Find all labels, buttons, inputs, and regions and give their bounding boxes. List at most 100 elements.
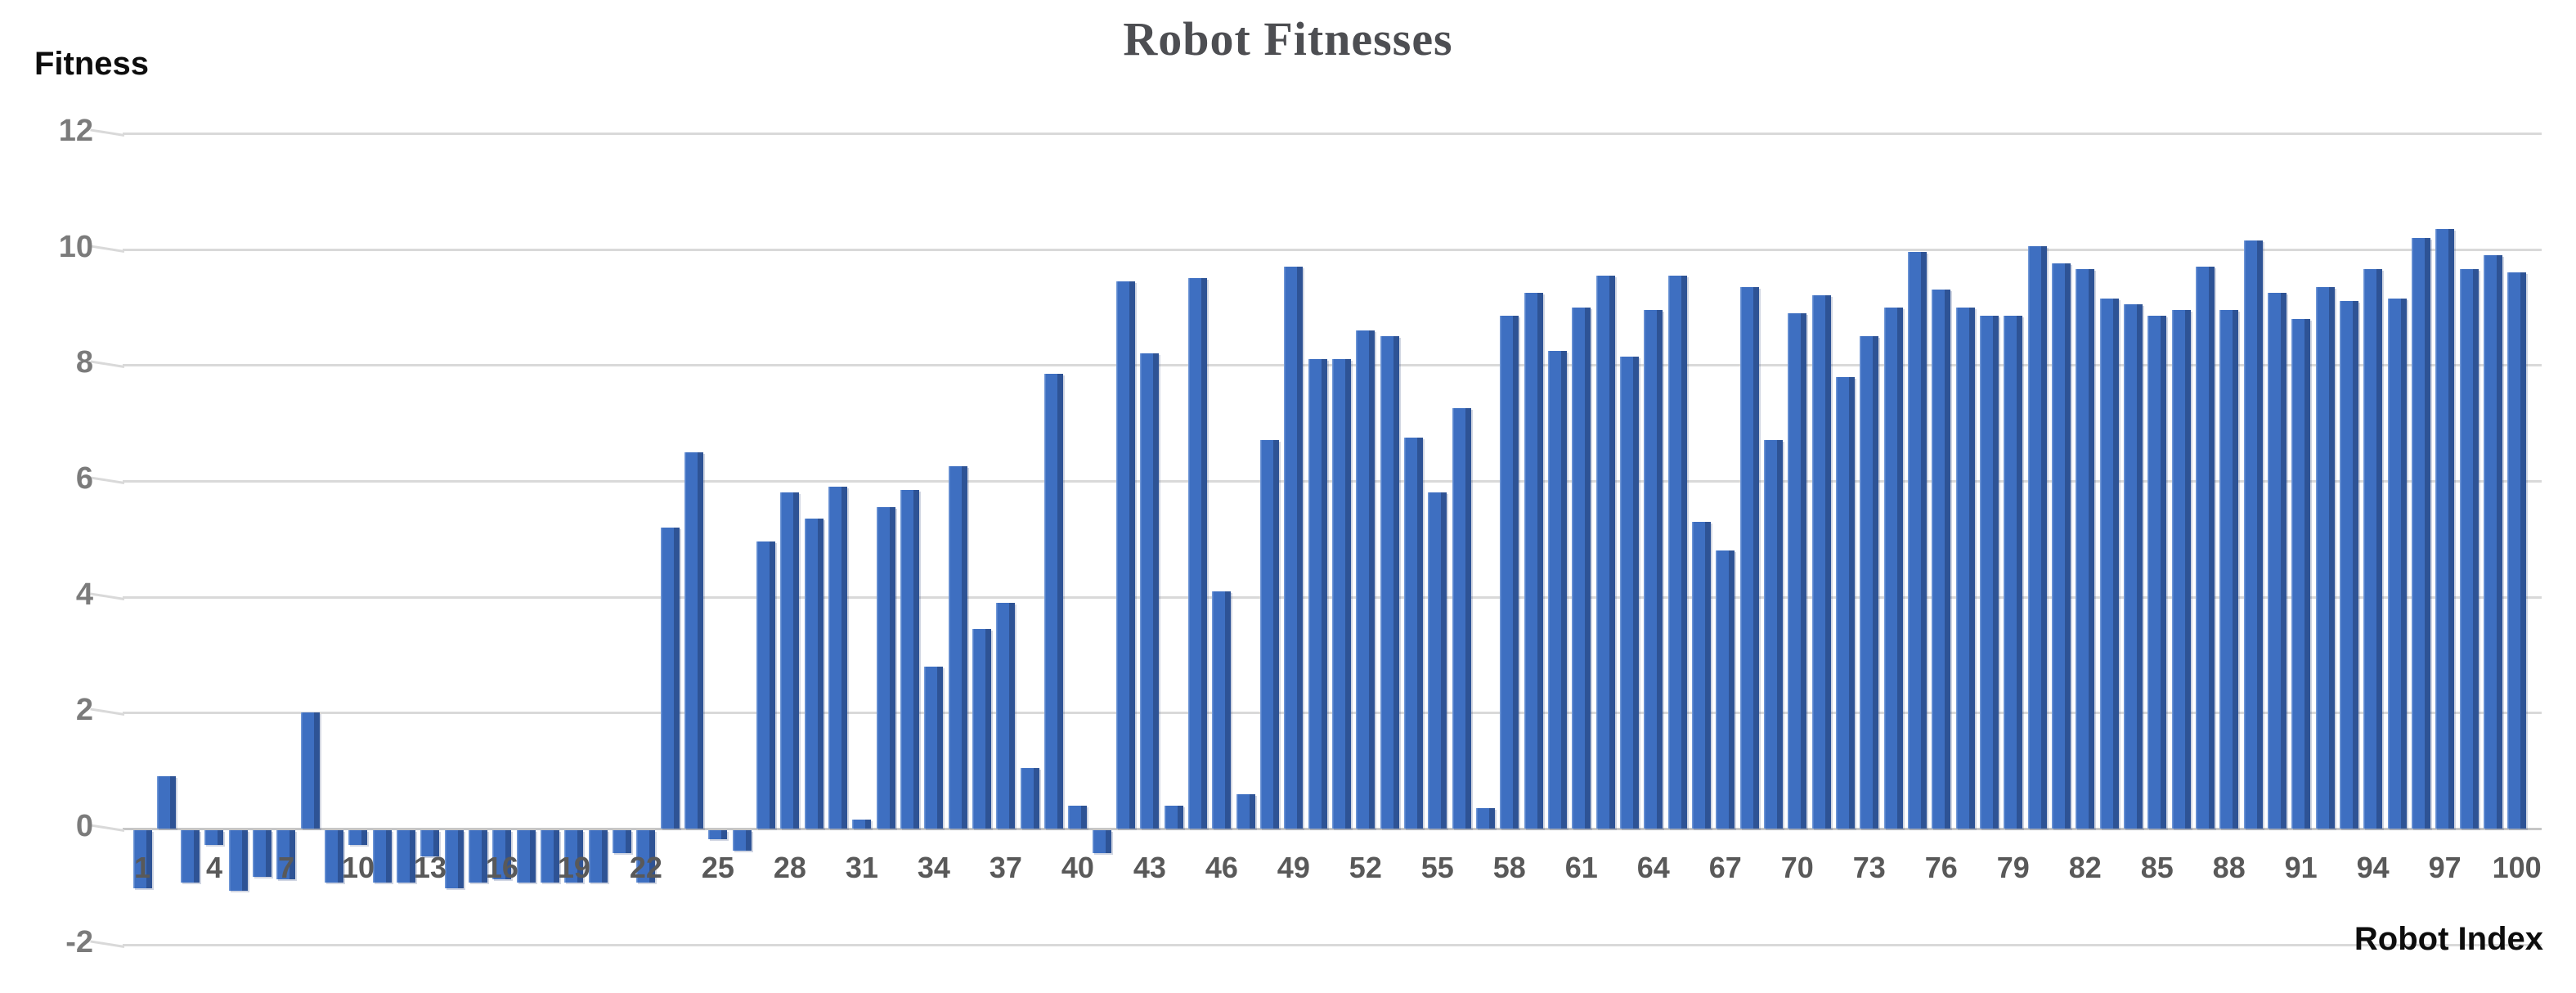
bar-robot-13 xyxy=(420,830,440,856)
bar-robot-85 xyxy=(2147,316,2167,829)
bar-robot-84 xyxy=(2123,303,2143,829)
bar-robot-25 xyxy=(708,830,728,839)
bar-robot-37 xyxy=(996,602,1016,829)
gridline-perspective-stub xyxy=(90,476,125,484)
x-tick-label-10: 10 xyxy=(341,851,375,884)
x-tick-label-13: 13 xyxy=(413,851,447,884)
bar-robot-83 xyxy=(2099,298,2119,829)
bar-robot-5 xyxy=(228,830,248,892)
bar-robot-34 xyxy=(924,666,944,829)
x-tick-label-82: 82 xyxy=(2068,851,2102,884)
bar-robot-52 xyxy=(1356,330,1376,829)
y-tick-label-10: 10 xyxy=(58,229,93,264)
bar-robot-47 xyxy=(1236,793,1255,829)
x-tick-label-79: 79 xyxy=(1996,851,2030,884)
bar-robot-97 xyxy=(2435,228,2455,829)
x-tick-label-85: 85 xyxy=(2140,851,2174,884)
bar-robot-44 xyxy=(1164,805,1183,829)
gridline-y-0 xyxy=(90,824,2542,832)
gridline-perspective-stub xyxy=(90,592,125,600)
x-tick-label-91: 91 xyxy=(2284,851,2318,884)
bar-robot-55 xyxy=(1428,492,1447,829)
bar-robot-19 xyxy=(564,830,584,883)
bar-robot-77 xyxy=(1955,307,1975,829)
y-tick-label-12: 12 xyxy=(58,114,93,149)
bar-robot-4 xyxy=(204,830,224,845)
bar-robot-11 xyxy=(372,830,392,883)
x-tick-label-70: 70 xyxy=(1780,851,1814,884)
bar-robot-38 xyxy=(1020,767,1039,829)
bar-robot-10 xyxy=(348,830,368,845)
bar-robot-57 xyxy=(1475,808,1495,829)
bar-robot-31 xyxy=(852,820,872,829)
x-tick-label-40: 40 xyxy=(1061,851,1094,884)
bar-robot-95 xyxy=(2387,298,2407,829)
bar-robot-94 xyxy=(2363,269,2383,829)
bar-robot-67 xyxy=(1716,550,1735,829)
x-tick-label-64: 64 xyxy=(1636,851,1670,884)
bar-robot-7 xyxy=(276,830,296,880)
x-tick-label-73: 73 xyxy=(1852,851,1886,884)
x-tick-label-94: 94 xyxy=(2356,851,2390,884)
x-tick-label-76: 76 xyxy=(1924,851,1958,884)
gridline-perspective-stub xyxy=(90,128,125,137)
x-tick-label-37: 37 xyxy=(989,851,1022,884)
bar-robot-28 xyxy=(780,492,800,829)
bar-robot-58 xyxy=(1500,316,1519,829)
bar-robot-1 xyxy=(132,830,152,888)
bar-robot-87 xyxy=(2195,266,2215,829)
bar-robot-76 xyxy=(1932,290,1951,829)
x-tick-label-28: 28 xyxy=(773,851,806,884)
bar-robot-27 xyxy=(756,541,776,829)
bar-robot-40 xyxy=(1068,805,1088,829)
bar-robot-56 xyxy=(1452,408,1471,829)
bar-robot-69 xyxy=(1763,440,1783,829)
bar-robot-35 xyxy=(948,466,967,829)
bar-robot-41 xyxy=(1092,830,1111,854)
x-tick-label-55: 55 xyxy=(1420,851,1454,884)
x-tick-label-31: 31 xyxy=(845,851,878,884)
x-tick-label-25: 25 xyxy=(701,851,734,884)
bar-robot-65 xyxy=(1667,275,1687,829)
bar-robot-8 xyxy=(300,712,320,829)
bar-robot-12 xyxy=(397,830,416,883)
bar-robot-3 xyxy=(181,830,200,883)
bar-robot-51 xyxy=(1332,359,1351,829)
bar-robot-88 xyxy=(2219,310,2239,829)
bar-robot-48 xyxy=(1260,440,1279,829)
bar-robot-99 xyxy=(2483,254,2502,829)
y-tick-label-0: 0 xyxy=(75,809,93,843)
bar-robot-66 xyxy=(1691,521,1711,829)
bar-robot-90 xyxy=(2267,292,2287,829)
x-tick-label-88: 88 xyxy=(2212,851,2246,884)
x-tick-label-22: 22 xyxy=(629,851,662,884)
gridline-perspective-stub xyxy=(90,360,125,369)
gridline-y-10 xyxy=(90,245,2542,253)
bar-robot-9 xyxy=(325,830,344,883)
gridline-perspective-stub xyxy=(90,824,125,832)
bar-robot-49 xyxy=(1284,266,1304,829)
bar-robot-73 xyxy=(1860,335,1879,829)
bar-robot-21 xyxy=(613,830,632,854)
bar-robot-68 xyxy=(1739,286,1759,829)
x-tick-label-97: 97 xyxy=(2428,851,2462,884)
bar-robot-24 xyxy=(684,452,704,829)
bar-robot-14 xyxy=(444,830,464,888)
y-tick-label-6: 6 xyxy=(75,461,93,496)
bar-robot-86 xyxy=(2171,310,2191,829)
y-axis-title: Fitness xyxy=(34,46,150,82)
bar-robot-18 xyxy=(541,830,560,883)
gridline-perspective-stub xyxy=(90,708,125,717)
bar-robot-32 xyxy=(876,506,895,829)
bar-robot-79 xyxy=(2004,316,2023,829)
bar-robot-74 xyxy=(1883,307,1903,829)
bar-robot-91 xyxy=(2291,318,2311,829)
bar-robot-46 xyxy=(1212,591,1232,829)
bar-robot-100 xyxy=(2507,272,2527,829)
x-tick-label-46: 46 xyxy=(1205,851,1238,884)
bar-robot-30 xyxy=(828,487,848,829)
y-tick-label--2: -2 xyxy=(65,924,93,959)
bar-robot-23 xyxy=(660,527,680,829)
bar-robot-70 xyxy=(1788,312,1807,829)
bar-robot-82 xyxy=(2076,269,2095,829)
